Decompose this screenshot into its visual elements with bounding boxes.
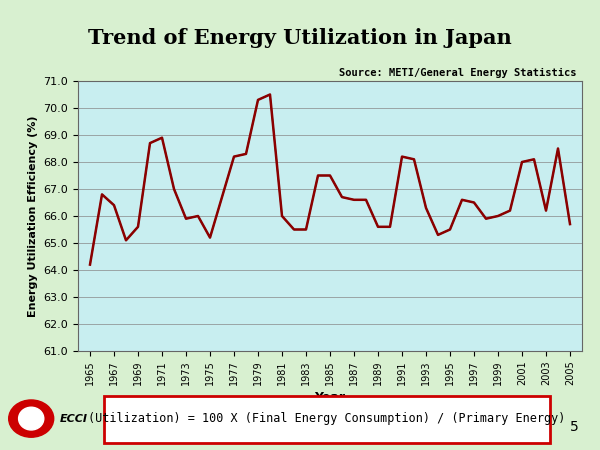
FancyBboxPatch shape (104, 396, 550, 443)
Text: Trend of Energy Utilization in Japan: Trend of Energy Utilization in Japan (88, 28, 512, 48)
Text: 5: 5 (570, 420, 579, 434)
Text: ECCI: ECCI (60, 414, 88, 423)
Text: (Utilization) = 100 X (Final Energy Consumption) / (Primary Energy): (Utilization) = 100 X (Final Energy Cons… (88, 412, 566, 425)
Ellipse shape (9, 400, 54, 437)
X-axis label: Year: Year (314, 391, 346, 404)
Text: Source: METI/General Energy Statistics: Source: METI/General Energy Statistics (340, 68, 577, 78)
Ellipse shape (19, 407, 44, 430)
Y-axis label: Energy Utilization Efficiency (%): Energy Utilization Efficiency (%) (28, 115, 38, 317)
